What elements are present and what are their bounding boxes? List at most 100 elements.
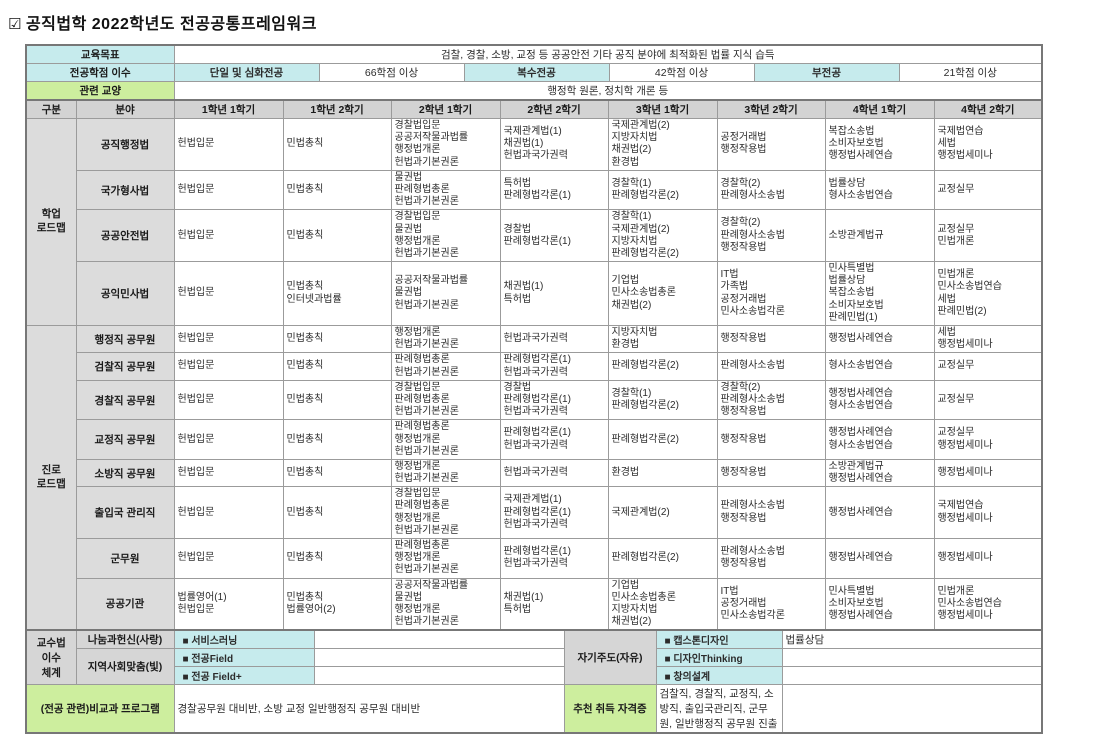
course-cell: 판례형법각론(1) 헌법과국가권력 <box>499 538 609 579</box>
field-label: 행정직 공무원 <box>75 324 175 354</box>
summary-table: 교육목표 검찰, 경찰, 소방, 교정 등 공공안전 기타 공직 분야에 최적화… <box>25 44 1043 101</box>
course-cell: 판례형법각론(1) 헌법과국가권력 <box>499 419 609 460</box>
course-cell: 공정거래법 행정작용법 <box>716 118 826 171</box>
course-cell: 헌법과국가권력 <box>499 458 609 488</box>
course-cell: 판례형법각론(1) 헌법과국가권력 <box>499 352 609 381</box>
item-design-thinking: ■ 디자인Thinking <box>655 648 783 668</box>
course-cell: 행정법사례연습 형사소송법연습 <box>824 419 935 460</box>
liberal-arts-value: 행정학 원론, 정치학 개론 등 <box>173 81 1043 101</box>
grid-row: 교정직 공무원 헌법입문 민법총칙 판례형법총론 행정법개론 헌법과기본권론 판례형법각… <box>26 419 1043 460</box>
col-header-y4s1: 4학년 1학기 <box>824 99 935 119</box>
grid-row: 소방직 공무원 헌법입문 민법총칙 행정법개론 헌법과기본권론 헌법과국가권력 환경법 행정… <box>26 458 1043 488</box>
item-creative-design: ■ 창의설계 <box>655 666 783 686</box>
course-cell: 세법 행정법세미나 <box>933 324 1043 354</box>
course-cell: 민법개론 민사소송법연습 세법 판례민법(2) <box>933 261 1043 326</box>
course-cell: 판례형법각론(2) <box>607 352 718 381</box>
category-community-label: 지역사회맞춤(빛) <box>75 648 175 686</box>
legal-counsel-value: 법률상담 <box>781 629 1043 650</box>
grid-row: 검찰직 공무원 헌법입문 민법총칙 판례형법총론 헌법과기본권론 판례형법각론(1) 헌… <box>26 352 1043 381</box>
course-cell: 판례형사소송법 행정작용법 <box>716 538 826 579</box>
major-credit-label: 전공학점 이수 <box>25 63 175 82</box>
course-cell: 판례형사소송법 <box>716 352 826 381</box>
field-label: 교정직 공무원 <box>75 419 175 460</box>
item-major-field: ■ 전공Field <box>173 648 315 668</box>
course-cell: 민사특별법 법률상담 복잡소송법 소비자보호법 판례민법(1) <box>824 261 935 326</box>
course-cell: 경찰학(2) 판례형사소송법 행정작용법 <box>716 379 826 421</box>
grid-header-row: 구분 분야 1학년 1학기 1학년 2학기 2학년 1학기 2학년 2학기 3학… <box>25 99 1043 119</box>
course-cell: 경찰학(2) 판례형사소송법 행정작용법 <box>716 209 826 263</box>
page-title-text: 공직법학 2022학년도 전공공통프레임워크 <box>25 16 317 33</box>
course-cell: 판례형법총론 행정법개론 헌법과기본권론 <box>390 538 501 579</box>
page-title: ☑ 공직법학 2022학년도 전공공통프레임워크 <box>8 10 1096 34</box>
grid-row: 출입국 관리직 헌법입문 민법총칙 경찰법입문 판례형법총론 행정법개론 헌법과기본권… <box>26 486 1043 539</box>
course-cell: 경찰법 판례형법각론(1) <box>499 209 609 263</box>
course-cell: 민법총칙 <box>282 379 392 421</box>
credit-type-double: 복수전공 <box>463 63 610 82</box>
course-cell: 민법총칙 <box>282 169 392 211</box>
course-cell: 경찰법입문 판례형법총론 행정법개론 헌법과기본권론 <box>390 486 501 539</box>
col-header-y1s1: 1학년 1학기 <box>173 99 284 119</box>
field-label: 공익민사법 <box>75 261 175 326</box>
section-label: 학업 로드맵 <box>25 118 77 326</box>
course-cell: 헌법입문 <box>173 169 284 211</box>
credit-value-single: 66학점 이상 <box>318 63 465 82</box>
item-major-field-plus: ■ 전공 Field+ <box>173 666 315 686</box>
course-cell: 행정작용법 <box>716 458 826 488</box>
item-service-learning: ■ 서비스러닝 <box>173 629 315 650</box>
credit-value-minor: 21학점 이상 <box>898 63 1043 82</box>
course-cell: 행정법세미나 <box>933 458 1043 488</box>
credit-value-double: 42학점 이상 <box>608 63 755 82</box>
col-header-y1s2: 1학년 2학기 <box>282 99 392 119</box>
course-cell: 경찰법 판례형법각론(1) 헌법과국가권력 <box>499 379 609 421</box>
course-cell: 기업법 민사소송법총론 지방자치법 채권법(2) <box>607 577 718 631</box>
course-cell: 경찰학(1) 판례형법각론(2) <box>607 169 718 211</box>
empty-cell <box>313 666 565 686</box>
course-cell: 국제관계법(1) 채권법(1) 헌법과국가권력 <box>499 118 609 171</box>
field-label: 공직행정법 <box>75 118 175 171</box>
col-header-y2s1: 2학년 1학기 <box>390 99 501 119</box>
grid-body: 학업 로드맵 공직행정법 헌법입문 민법총칙 경찰법입문 공공저작물과법률 행정법개론 … <box>25 118 1043 631</box>
course-cell: 행정법세미나 <box>933 538 1043 579</box>
course-cell: 국제관계법(2) 지방자치법 채권법(2) 환경법 <box>607 118 718 171</box>
col-header-y3s1: 3학년 1학기 <box>607 99 718 119</box>
credit-type-single: 단일 및 심화전공 <box>173 63 320 82</box>
course-cell: 복잡소송법 소비자보호법 행정법사례연습 <box>824 118 935 171</box>
course-cell: 소방관계법규 <box>824 209 935 263</box>
certificate-label: 추천 취득 자격증 <box>563 684 657 734</box>
course-cell: 경찰법입문 공공저작물과법률 행정법개론 헌법과기본권론 <box>390 118 501 171</box>
grid-row: 공공기관 법률영어(1) 헌법입문 민법총칙 법률영어(2) 공공저작물과법률 물권법… <box>26 577 1043 631</box>
field-label: 경찰직 공무원 <box>75 379 175 421</box>
course-cell: 헌법입문 <box>173 261 284 326</box>
course-cell: 국제관계법(2) <box>607 486 718 539</box>
course-cell: 헌법입문 <box>173 379 284 421</box>
teaching-system-label: 교수법 이수 체계 <box>25 629 77 686</box>
course-cell: 민사특별법 소비자보호법 행정법사례연습 <box>824 577 935 631</box>
course-cell: 행정작용법 <box>716 324 826 354</box>
course-cell: 공공저작물과법률 물권법 행정법개론 헌법과기본권론 <box>390 577 501 631</box>
empty-cell <box>313 648 565 668</box>
grid-row: 군무원 헌법입문 민법총칙 판례형법총론 행정법개론 헌법과기본권론 판례형법각론(1)… <box>26 538 1043 579</box>
course-cell: 판례형사소송법 행정작용법 <box>716 486 826 539</box>
education-goal-value: 검찰, 경찰, 소방, 교정 등 공공안전 기타 공직 분야에 최적화된 법률 … <box>173 44 1043 64</box>
empty-cell <box>781 648 1043 668</box>
course-cell: 국제법연습 행정법세미나 <box>933 486 1043 539</box>
education-goal-label: 교육목표 <box>25 44 175 64</box>
course-cell: 환경법 <box>607 458 718 488</box>
field-label: 출입국 관리직 <box>75 486 175 539</box>
course-cell: 경찰학(1) 국제관계법(2) 지방자치법 판례형법각론(2) <box>607 209 718 263</box>
empty-cell <box>313 629 565 650</box>
category-sharing-label: 나눔과헌신(사랑) <box>75 629 175 650</box>
roadmap-table: 구분 분야 1학년 1학기 1학년 2학기 2학년 1학기 2학년 2학기 3학… <box>25 99 1043 632</box>
course-cell: 민법개론 민사소송법연습 행정법세미나 <box>933 577 1043 631</box>
course-cell: 교정실무 민법개론 <box>933 209 1043 263</box>
field-label: 소방직 공무원 <box>75 458 175 488</box>
course-cell: 헌법과국가권력 <box>499 324 609 354</box>
col-header-y2s2: 2학년 2학기 <box>499 99 609 119</box>
teaching-system-table: 교수법 이수 체계 나눔과헌신(사랑) ■ 서비스러닝 자기주도(자유) ■ 캡… <box>25 629 1043 735</box>
grid-row: 공공안전법 헌법입문 민법총칙 경찰법입문 물권법 행정법개론 헌법과기본권론 경찰법 … <box>26 209 1043 263</box>
course-cell: 국제관계법(1) 판례형법각론(1) 헌법과국가권력 <box>499 486 609 539</box>
liberal-arts-label: 관련 교양 <box>25 81 175 101</box>
course-cell: 판례형법각론(2) <box>607 419 718 460</box>
grid-row: 공익민사법 헌법입문 민법총칙 인터넷과법률 공공저작물과법률 물권법 헌법과기본권론… <box>26 261 1043 326</box>
course-cell: 행정법개론 헌법과기본권론 <box>390 458 501 488</box>
